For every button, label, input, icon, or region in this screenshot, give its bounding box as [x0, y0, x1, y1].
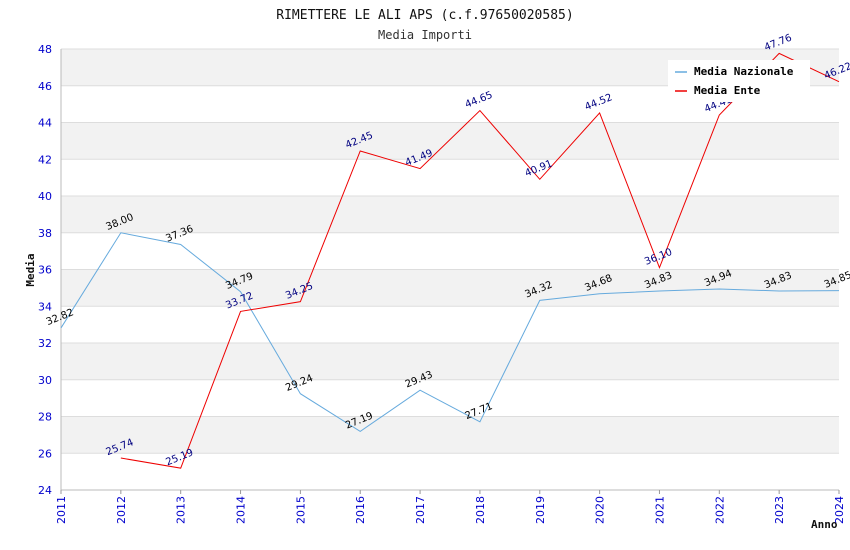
y-tick-label: 48 [38, 43, 52, 56]
x-tick-label: 2023 [773, 496, 786, 524]
grid-band [61, 416, 839, 454]
series-lines [60, 52, 840, 469]
x-tick-label: 2017 [414, 496, 427, 524]
series-line-media-nazionale [60, 232, 840, 432]
y-axis-ticks: 24 26 28 30 32 34 36 38 40 42 44 46 48 [38, 43, 52, 497]
grid-band [61, 269, 839, 307]
x-tick-label: 2019 [534, 496, 547, 524]
y-tick-label: 42 [38, 153, 52, 166]
y-tick-label: 30 [38, 374, 52, 387]
x-tick-label: 2020 [594, 496, 607, 524]
legend: Media Nazionale Media Ente [668, 60, 810, 102]
y-tick-label: 44 [38, 117, 52, 130]
x-axis-label: Anno [811, 518, 838, 531]
grid-band [61, 343, 839, 380]
chart-subtitle: Media Importi [378, 28, 472, 42]
y-tick-label: 32 [38, 337, 52, 350]
x-tick-label: 2018 [474, 496, 487, 524]
x-tick-label: 2022 [713, 496, 726, 524]
axes [60, 49, 839, 491]
x-tick-label: 2013 [175, 496, 188, 524]
grid-band [61, 196, 839, 233]
x-tick-label: 2011 [55, 496, 68, 524]
y-tick-label: 28 [38, 411, 52, 424]
legend-entry-media-nazionale: Media Nazionale [694, 65, 794, 78]
data-label-media-ente: 44.52 [583, 92, 614, 113]
y-tick-label: 24 [38, 484, 52, 497]
y-tick-label: 40 [38, 190, 52, 203]
grid-bands [61, 49, 839, 454]
y-tick-label: 34 [38, 300, 52, 313]
grid-lines [61, 48, 839, 491]
x-tick-label: 2016 [354, 496, 367, 524]
x-tick-label: 2012 [115, 496, 128, 524]
legend-entry-media-ente: Media Ente [694, 84, 761, 97]
data-label-media-ente: 44.65 [464, 90, 495, 111]
x-tick-label: 2014 [235, 496, 248, 524]
grid-band [61, 122, 839, 160]
legend-box [668, 60, 810, 102]
data-label-media-ente: 40.91 [523, 158, 554, 179]
x-tick-label: 2021 [653, 496, 666, 524]
x-tick-label: 2015 [294, 496, 307, 524]
y-tick-label: 26 [38, 447, 52, 460]
y-tick-label: 38 [38, 227, 52, 240]
y-tick-label: 36 [38, 264, 52, 277]
x-tick-label: 2024 [833, 496, 846, 524]
y-axis-label: Media [24, 253, 37, 286]
y-tick-label: 46 [38, 80, 52, 93]
chart-title: RIMETTERE LE ALI APS (c.f.97650020585) [276, 8, 573, 23]
x-axis-ticks: 2011 2012 2013 2014 2015 2016 2017 2018 2019 2020… [55, 490, 846, 524]
series-line-media-ente [120, 52, 840, 469]
